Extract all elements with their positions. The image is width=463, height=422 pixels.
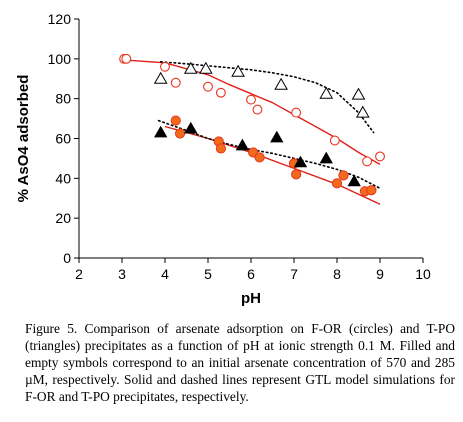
open-triangle-point [351,87,366,100]
open-triangle-point [355,105,370,118]
filled-circle-point [215,143,226,154]
filled-circle-point [331,178,343,189]
open-triangle-point [198,61,213,74]
filled-triangle-point [154,125,168,138]
for-model-high-line [164,125,381,205]
open-circle-point [160,61,170,72]
filled-circle-point [170,115,181,126]
tpo-model-low-line [159,60,375,134]
x-tick-label: 3 [118,266,126,282]
x-tick-label: 7 [290,266,298,282]
filled-triangle-point [270,130,284,143]
open-triangle-point [274,77,288,90]
open-circle-point [375,151,385,162]
filled-circle-point [366,185,377,196]
open-circle-point [121,53,132,64]
filled-circle-point [254,152,265,163]
x-tick-label: 8 [333,266,341,282]
y-tick-label: 40 [55,170,71,186]
open-circle-point [329,135,340,146]
y-tick-label: 100 [48,51,72,67]
x-tick-label: 2 [75,266,83,282]
open-triangle-point [319,86,334,99]
open-circle-point [291,107,302,118]
figure-caption: Figure 5. Comparison of arsenate adsorpt… [25,321,455,404]
for-model-low-line [121,59,381,166]
open-triangle-point [231,64,245,77]
x-tick-label: 6 [247,266,255,282]
y-tick-label: 60 [55,131,71,147]
filled-circle-point [291,169,302,180]
filled-triangle-point [347,174,361,187]
filled-triangle-point [184,121,198,134]
y-tick-label: 0 [63,250,71,266]
y-tick-label: 20 [55,210,71,226]
data-markers [119,53,385,197]
open-circle-point [215,87,226,98]
filled-circle-point [338,170,349,181]
x-tick-label: 9 [376,266,384,282]
filled-triangle-point [235,138,250,151]
filled-circle-point [174,128,186,139]
open-circle-point [170,77,181,88]
filled-triangle-point [293,155,308,168]
open-triangle-point [183,61,198,74]
x-tick-label: 10 [415,266,431,282]
y-tick-label: 120 [48,11,72,27]
open-circle-point [252,104,263,115]
x-tick-label: 4 [161,266,169,282]
open-circle-point [203,81,213,92]
open-circle-point [246,94,256,105]
x-tick-label: 5 [204,266,212,282]
y-tick-label: 80 [55,91,71,107]
open-triangle-point [153,71,168,84]
filled-triangle-point [319,151,333,164]
open-circle-point [362,156,373,167]
x-axis-title: pH [241,290,261,307]
y-axis-title: % AsO4 adsorbed [15,75,32,203]
